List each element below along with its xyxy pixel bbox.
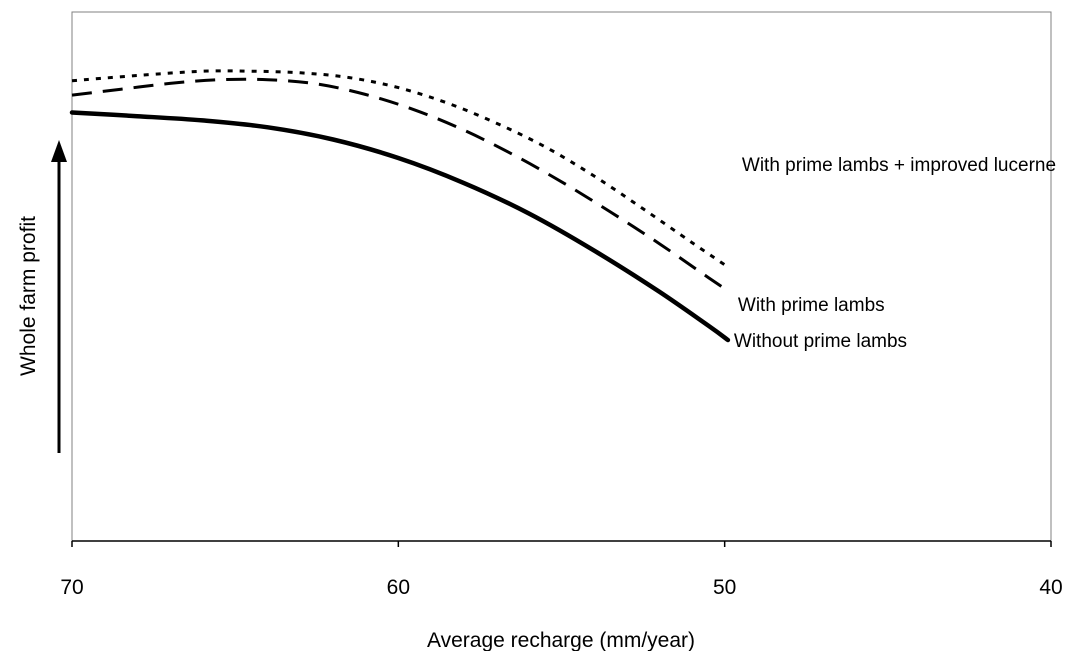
series-label-3: Without prime lambs	[734, 331, 907, 352]
series-label-1: With prime lambs + improved lucerne	[742, 155, 1056, 176]
series-line-3	[69, 110, 731, 343]
x-tick-label: 60	[387, 576, 410, 599]
y-axis-title: Whole farm profit	[17, 216, 40, 376]
plot-area	[71, 11, 1052, 542]
series-labels: With prime lambs + improved lucerne With …	[734, 155, 1056, 352]
x-ticks: 70 60 50 40	[60, 541, 1063, 599]
series-lines	[69, 69, 731, 343]
series-label-2: With prime lambs	[738, 295, 885, 316]
x-tick-label: 70	[60, 576, 83, 599]
x-tick-label: 50	[713, 576, 736, 599]
series-line-2	[71, 77, 729, 293]
x-tick-label: 40	[1039, 576, 1062, 599]
y-axis-arrow-head	[51, 140, 67, 162]
x-axis-title: Average recharge (mm/year)	[427, 629, 695, 651]
